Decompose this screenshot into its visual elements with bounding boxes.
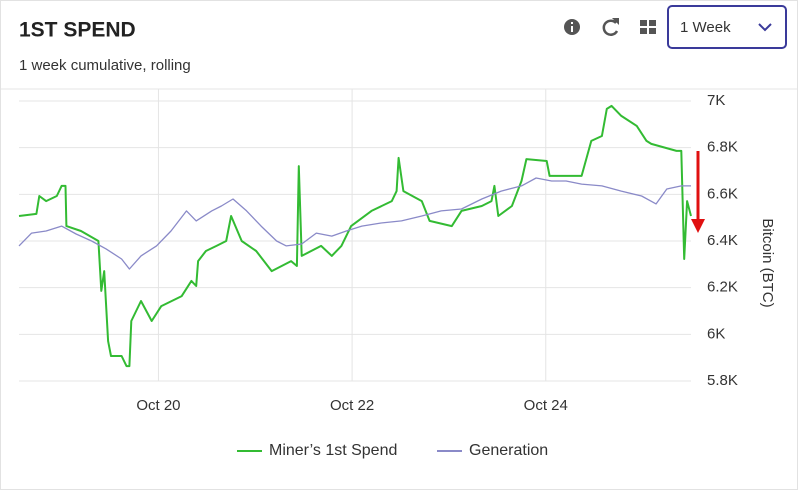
plot-area: 5.8K 6K 6.2K 6.4K 6.6K 6.8K 7K Oct 20 Oct 22 Oct … (18, 89, 776, 414)
y-tick-label: 5.8K (707, 372, 738, 389)
x-tick-label: Oct 22 (330, 397, 374, 414)
x-tick-label: Oct 24 (524, 397, 568, 414)
dropdown-label: 1 Week (680, 19, 731, 36)
y-tick-label: 6K (707, 325, 725, 342)
y-tick-label: 6.6K (707, 185, 738, 202)
refresh-icon[interactable] (602, 18, 619, 36)
x-tick-label: Oct 20 (136, 397, 180, 414)
layout-icon[interactable] (640, 20, 656, 34)
y-axis-label: Bitcoin (BTC) (759, 218, 776, 307)
y-tick-label: 6.8K (707, 139, 738, 156)
y-tick-label: 7K (707, 92, 725, 109)
series-line (18, 177, 691, 270)
y-tick-label: 6.2K (707, 279, 738, 296)
trend-arrow (691, 151, 705, 233)
y-tick-label: 6.4K (707, 232, 738, 249)
info-icon[interactable] (564, 19, 580, 35)
chart-subtitle: 1 week cumulative, rolling (19, 57, 191, 74)
series-line (18, 104, 692, 368)
period-dropdown[interactable]: 1 Week (667, 5, 787, 49)
chart-title: 1ST SPEND (19, 19, 136, 42)
legend-label: Generation (469, 442, 548, 459)
legend: Miner’s 1st Spend Generation (237, 442, 548, 459)
legend-label: Miner’s 1st Spend (269, 442, 397, 459)
